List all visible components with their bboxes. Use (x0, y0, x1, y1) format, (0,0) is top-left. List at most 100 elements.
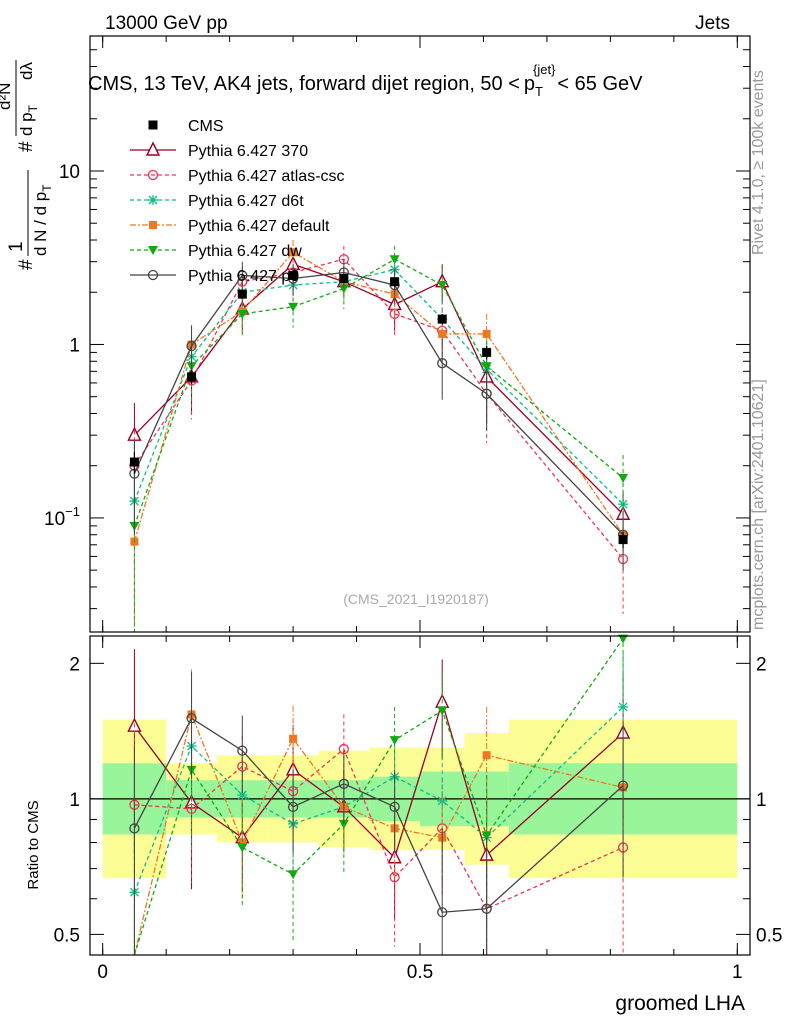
ratio-series-5 (129, 672, 629, 955)
ylabel-dl: dλ (17, 62, 36, 80)
legend-marker-cms (148, 120, 158, 130)
series-line-5 (133, 271, 624, 536)
legend-entry-4: Pythia 6.427 dw (130, 243, 302, 260)
data-point-0 (129, 457, 139, 467)
data-point-5 (390, 277, 400, 287)
legend-entry-1: Pythia 6.427 atlas-csc (130, 168, 345, 185)
series-point-4-2 (237, 309, 248, 319)
legend-marker-2 (148, 195, 158, 205)
ytick-bot-label-left-0: 0.5 (54, 925, 80, 946)
ratio-point-5-0 (129, 823, 140, 834)
legend-marker-3 (149, 221, 157, 229)
series-2 (129, 256, 629, 623)
series-5 (129, 259, 629, 571)
side-label-rivet: Rivet 4.1.0, ≥ 100k events (750, 70, 767, 255)
ytick-bot-label-right-1: 1 (756, 790, 767, 811)
legend-entry-cms: CMS (148, 118, 224, 135)
ratio-point-4-2 (237, 843, 248, 853)
ytick-top-label-2: 10 (59, 162, 80, 183)
ratio-point-4-6 (437, 706, 448, 716)
ratio-point-3-7 (482, 751, 491, 760)
series-line-3 (133, 251, 624, 542)
ylabel-d2N: d²N (0, 83, 14, 110)
ratio-point-4-8 (618, 634, 629, 644)
series-point-3-7 (482, 329, 491, 338)
series-point-5-2 (237, 270, 248, 281)
ratio-plot-series (127, 634, 631, 956)
ratio-point-5-6 (437, 907, 448, 918)
legend-entry-0: Pythia 6.427 370 (130, 141, 308, 160)
title-post: < 65 GeV (557, 73, 643, 95)
xtick-label-2: 1 (732, 962, 743, 983)
series-point-3-3 (289, 248, 298, 257)
legend: CMS Pythia 6.427 370 Pythia 6.427 atlas-cs… (130, 118, 345, 285)
series-point-4-3 (288, 302, 299, 312)
ratio-point-2-2-stroke-3 (237, 790, 247, 800)
data-point-2 (237, 289, 247, 299)
ytick-bot-label-left-1: 1 (69, 790, 80, 811)
ratio-point-4-5 (389, 736, 400, 746)
series-line-0 (133, 263, 624, 515)
series-point-4-8 (618, 473, 629, 483)
ratio-point-5-2 (237, 745, 248, 756)
ratio-point-2-8-stroke-3 (618, 702, 628, 712)
series-point-4-6 (437, 281, 448, 291)
legend-label-cms: CMS (188, 118, 224, 135)
ratio-point-3-2 (238, 838, 247, 847)
ratio-point-5-4 (338, 778, 349, 789)
series-point-3-6 (438, 329, 447, 338)
ratio-point-4-4 (338, 819, 349, 829)
data-point-7 (482, 347, 492, 357)
title-pre: CMS, 13 TeV, AK4 jets, forward dijet reg… (88, 73, 520, 95)
axis-ticks: 0 0.5 1 10−1 1 10 0.5 0.5 1 1 2 2 (44, 35, 782, 983)
series-point-5-1 (186, 340, 197, 352)
xtick-label-0: 0 (97, 962, 108, 983)
legend-label-5: Pythia 6.427 p0 (188, 268, 299, 285)
ylabel-dN: d N / d pT (31, 184, 54, 256)
legend-entry-5: Pythia 6.427 p0 (130, 268, 299, 285)
ytick-top-label-0: 10−1 (44, 504, 80, 530)
ratio-point-4-3 (288, 870, 299, 880)
main-plot-series (127, 240, 631, 632)
ratio-line-1 (134, 747, 624, 910)
series-line-1 (133, 258, 624, 560)
plot-title: CMS, 13 TeV, AK4 jets, forward dijet reg… (88, 62, 643, 99)
legend-entry-3: Pythia 6.427 default (130, 218, 330, 235)
title-sub: T (535, 84, 543, 99)
ylabel-one: 1 (6, 241, 27, 252)
watermark: (CMS_2021_I1920187) (343, 591, 489, 607)
ytick-bot-label-right-2: 2 (756, 654, 767, 675)
side-label-mcplots: mcplots.cern.ch [arXiv:2401.10621] (750, 379, 767, 630)
ratio-point-2-2 (237, 789, 248, 800)
xtick-label-1: 0.5 (407, 962, 433, 983)
ylabel-dpT: d pT (17, 104, 40, 136)
legend-label-1: Pythia 6.427 atlas-csc (188, 168, 345, 185)
data-point-6 (437, 314, 447, 324)
series-point-4-5 (389, 255, 400, 265)
xlabel: groomed LHA (615, 992, 745, 1015)
legend-label-2: Pythia 6.427 d6t (188, 193, 304, 210)
series-point-5-7 (481, 388, 492, 399)
data-point-3 (288, 270, 298, 280)
ratio-point-5-1 (186, 713, 197, 724)
title-p: p (524, 73, 535, 95)
series-3 (130, 240, 628, 632)
series-line-4 (133, 258, 624, 527)
series-point-4-7 (481, 362, 492, 372)
legend-label-0: Pythia 6.427 370 (188, 143, 308, 160)
data-series (129, 270, 628, 549)
ratio-point-5-5 (389, 801, 400, 812)
series-0 (127, 250, 631, 545)
ylabel-hash: # (16, 259, 37, 270)
legend-marker-2-stroke-3 (148, 195, 158, 205)
ytick-top-label-1: 1 (69, 335, 80, 356)
series-line-2 (133, 268, 624, 505)
legend-label-3: Pythia 6.427 default (188, 218, 330, 235)
header-right: Jets (695, 13, 730, 34)
legend-label-4: Pythia 6.427 dw (188, 243, 302, 260)
ratio-point-5-7 (481, 903, 492, 914)
series-point-5-6 (437, 358, 448, 369)
title-sup: {jet} (533, 62, 556, 77)
legend-marker-5 (147, 269, 159, 281)
legend-marker-4 (148, 246, 158, 255)
